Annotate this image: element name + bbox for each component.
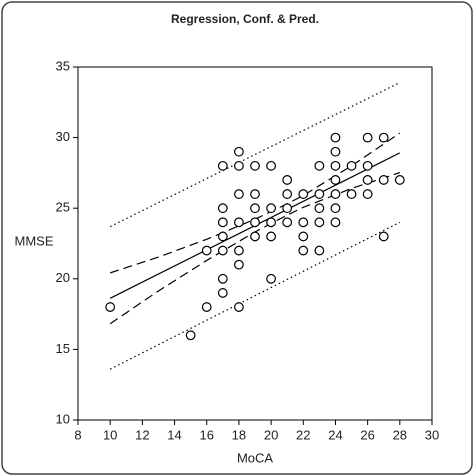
x-tick-label: 28 [393, 427, 407, 442]
point [282, 203, 293, 214]
point [362, 160, 373, 171]
point [362, 189, 373, 199]
point [217, 203, 228, 214]
point [282, 175, 293, 185]
point [217, 217, 228, 228]
point [330, 217, 341, 228]
point [250, 160, 260, 171]
point [217, 245, 228, 256]
point [298, 245, 309, 256]
point [217, 231, 228, 242]
point [330, 175, 341, 185]
x-tick-label: 24 [328, 427, 342, 442]
point [330, 189, 341, 199]
point [282, 189, 293, 199]
point [185, 330, 196, 341]
point [105, 302, 116, 312]
point [378, 231, 389, 242]
point [250, 217, 260, 228]
point [234, 189, 244, 199]
chart-title: Regression, Conf. & Pred. [171, 12, 319, 26]
point [266, 273, 276, 284]
point [330, 203, 341, 214]
point [330, 146, 341, 157]
point [378, 175, 389, 185]
point [394, 175, 405, 185]
point [234, 217, 244, 228]
point [217, 273, 228, 284]
point [362, 132, 373, 143]
point [201, 245, 212, 256]
x-tick-label: 12 [135, 427, 149, 442]
point [298, 231, 309, 242]
point [298, 189, 309, 199]
plot-area [77, 66, 433, 421]
y-tick-label: 10 [56, 411, 70, 426]
x-tick-label: 26 [360, 427, 374, 442]
y-tick-label: 35 [56, 58, 70, 73]
x-tick-label: 22 [296, 427, 310, 442]
x-tick-label: 16 [199, 427, 213, 442]
point [250, 231, 260, 242]
point [234, 259, 244, 270]
point [298, 217, 309, 228]
point [314, 245, 325, 256]
point [282, 217, 293, 228]
x-tick-label: 18 [232, 427, 246, 442]
point [266, 231, 276, 242]
point [378, 132, 389, 143]
point [314, 160, 325, 171]
y-tick-label: 25 [56, 200, 70, 215]
point [201, 302, 212, 312]
point [314, 189, 325, 199]
x-tick-label: 10 [103, 427, 117, 442]
point [234, 160, 244, 171]
point [234, 245, 244, 256]
y-tick-label: 30 [56, 129, 70, 144]
y-tick-label: 20 [56, 270, 70, 285]
point [234, 146, 244, 157]
fit-line [109, 221, 401, 370]
point [217, 160, 228, 171]
point [266, 203, 276, 214]
point [314, 203, 325, 214]
x-tick-label: 8 [74, 427, 81, 442]
point [346, 189, 357, 199]
y-tick-label: 15 [56, 341, 70, 356]
point [266, 160, 276, 171]
point [362, 175, 373, 185]
point [330, 160, 341, 171]
point [217, 288, 228, 298]
point [314, 217, 325, 228]
point [330, 132, 341, 143]
x-tick-label: 14 [167, 427, 181, 442]
y-axis-label: MMSE [15, 233, 54, 248]
x-tick-label: 30 [425, 427, 439, 442]
point [250, 189, 260, 199]
point [266, 217, 276, 228]
point [346, 160, 357, 171]
point [250, 203, 260, 214]
x-axis-label: MoCA [237, 450, 273, 465]
x-tick-label: 20 [264, 427, 278, 442]
point [234, 302, 244, 312]
